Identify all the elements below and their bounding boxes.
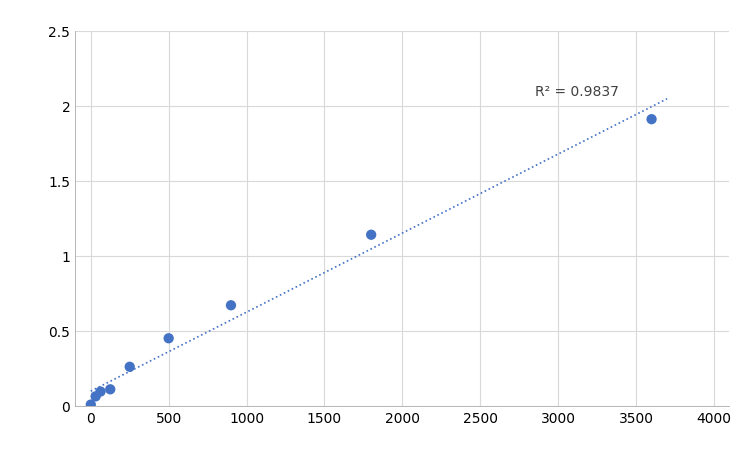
Point (123, 364, 135, 371)
Text: R² = 0.9837: R² = 0.9837 (535, 85, 619, 99)
Point (105, 386, 117, 393)
Point (85, 401, 97, 408)
Point (645, 116, 657, 124)
Point (225, 302, 237, 309)
Point (365, 232, 378, 239)
Point (162, 335, 174, 342)
Point (95, 388, 107, 395)
Point (89, 393, 102, 400)
